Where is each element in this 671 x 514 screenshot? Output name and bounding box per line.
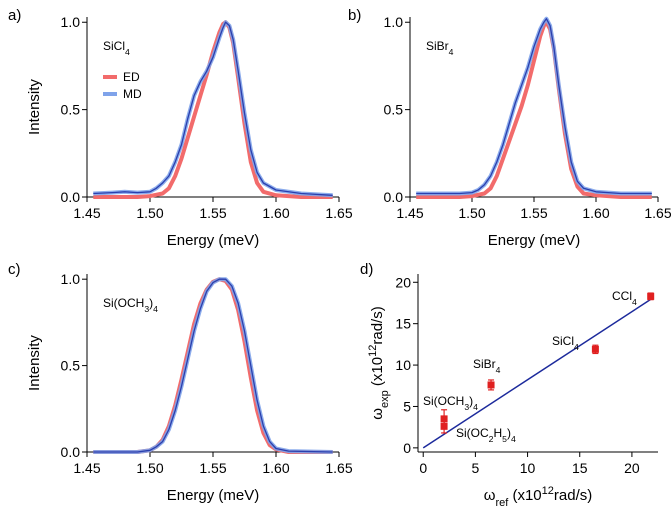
x-tick-label: 10 [520,460,536,476]
x-tick-label: 0 [419,460,427,476]
y-tick-label: 0.0 [61,444,81,460]
y-tick-label: 0.5 [61,102,81,118]
y-tick-label: 1.0 [61,14,81,30]
x-tick-label: 5 [471,460,479,476]
panel-label: b) [348,7,361,24]
compound-label: SiBr4 [426,39,454,57]
compound-label: SiCl4 [103,39,130,57]
x-tick-label: 1.65 [325,460,352,476]
x-tick-label: 1.55 [199,205,226,221]
y-axis-label: ωexp (x1012rad/s) [367,306,391,419]
x-tick-label: 15 [572,460,588,476]
x-tick-label: 1.45 [73,205,100,221]
x-axis-label: ωref (x1012rad/s) [484,485,593,509]
y-tick-label: 1.0 [384,14,404,30]
data-point [647,292,655,300]
x-axis-label: Energy (meV) [167,487,260,504]
x-tick-label: 1.60 [262,460,289,476]
panel-label: a) [8,7,21,24]
x-tick-label: 1.50 [136,205,163,221]
x-tick-label: 1.55 [199,460,226,476]
y-tick-label: 1.0 [61,271,81,287]
x-tick-label: 1.60 [262,205,289,221]
x-tick-label: 1.50 [458,205,485,221]
series-ed-line [416,20,652,199]
y-tick-label: 20 [395,274,411,290]
series-md-core-line [416,18,652,195]
point-label: Si(OCH3)4 [423,394,478,412]
y-tick-label: 15 [395,316,411,332]
fit-line [422,297,654,449]
panel-c: c) 1.45 1.50 1.55 1.60 1.65 0.0 0.5 1.0 Energy (m… [8,261,353,504]
x-tick-label: 1.65 [644,205,671,221]
x-axis-label: Energy (meV) [488,232,581,249]
data-point [591,345,599,353]
series-md-core-line [93,278,333,453]
y-tick-label: 0.0 [384,189,404,205]
point-label: Si(OC2H5)4 [456,426,516,444]
data-point [487,381,495,389]
x-tick-label: 1.55 [520,205,547,221]
x-tick-label: 1.60 [582,205,609,221]
point-label: SiBr4 [473,357,501,375]
x-tick-label: 1.45 [73,460,100,476]
legend-md-label: MD [123,87,142,101]
y-tick-label: 0.5 [61,358,81,374]
data-point [440,415,448,423]
x-tick-label: 20 [624,460,640,476]
panel-label: d) [360,261,373,278]
compound-label: Si(OCH3)4 [103,296,158,314]
point-label: CCl4 [612,289,637,307]
data-point [440,422,448,430]
y-tick-label: 0.0 [61,189,81,205]
legend-ed-label: ED [123,70,140,84]
y-tick-label: 0 [403,440,411,456]
x-axis-label: Energy (meV) [167,232,260,249]
panel-a: a) 1.45 1.50 1.55 1.60 1.65 0.0 0.5 1.0 Energy (m… [8,7,353,249]
x-tick-label: 1.50 [136,460,163,476]
y-tick-label: 0.5 [384,102,404,118]
x-tick-label: 1.45 [396,205,423,221]
y-axis-label: Intensity [26,79,43,135]
y-tick-label: 10 [395,357,411,373]
series-md-core-line [93,21,333,196]
panel-d: d) 0 5 10 15 20 0 5 10 15 20 ωref (x1012rad/s) ωexp … [360,261,658,509]
panel-b: b) 1.45 1.50 1.55 1.60 1.65 0.0 0.5 1.0 Energy (m… [348,7,671,249]
y-axis-label: Intensity [26,335,43,391]
x-tick-label: 1.65 [325,205,352,221]
y-tick-label: 5 [403,398,411,414]
panel-label: c) [8,261,21,278]
point-label: SiCl4 [552,334,579,352]
